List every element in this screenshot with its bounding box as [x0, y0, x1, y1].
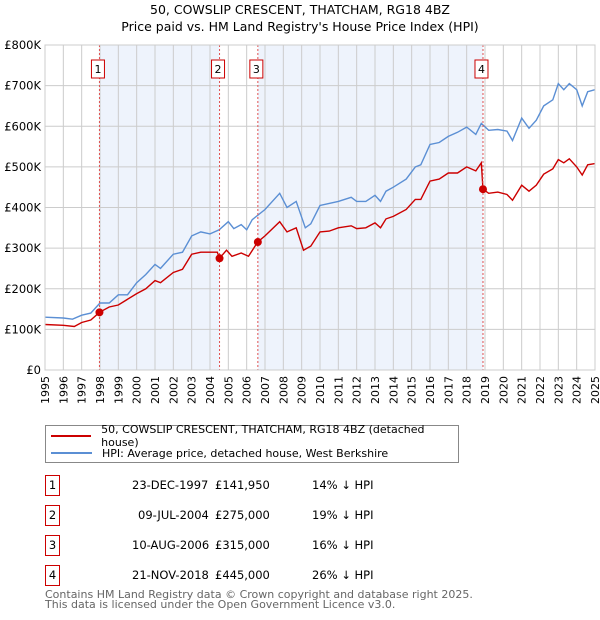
x-tick-label: 2010	[314, 376, 327, 404]
plot-border	[44, 44, 596, 371]
hpi-line	[44, 82, 596, 320]
sale-price: £141,950	[215, 478, 270, 492]
sale-number-badge: 4	[45, 565, 60, 586]
property-price-line	[44, 157, 596, 328]
x-tick-label: 2008	[277, 376, 290, 404]
legend-label: 50, COWSLIP CRESCENT, THATCHAM, RG18 4BZ…	[101, 423, 425, 449]
y-tick-label: £200K	[4, 282, 41, 296]
x-tick-label: 2017	[442, 376, 455, 404]
legend-item-hpi: HPI: Average price, detached house, West…	[51, 445, 388, 461]
sale-label: 4	[478, 63, 485, 76]
sale-date: 21-NOV-2018	[132, 568, 209, 582]
x-tick-label: 2005	[222, 376, 235, 404]
sale-label-box	[249, 59, 264, 79]
x-tick-label: 2015	[406, 376, 419, 404]
x-tick-label: 1995	[39, 376, 52, 404]
x-tick-label: 2021	[516, 376, 529, 404]
sale-label-box	[211, 59, 226, 79]
x-tick-label: 2006	[241, 376, 254, 404]
x-tick-label: 2013	[369, 376, 382, 404]
sale-date: 10-AUG-2006	[132, 538, 210, 552]
x-tick-label: 2003	[186, 376, 199, 404]
y-tick-label: £100K	[4, 322, 41, 336]
legend-label: HPI: Average price, detached house, West…	[102, 446, 389, 460]
x-tick-label: 2012	[351, 376, 364, 404]
x-tick-label: 2000	[131, 376, 144, 404]
x-tick-label: 1996	[57, 376, 70, 404]
x-tick-label: 2011	[332, 376, 345, 404]
y-tick-label: £800K	[4, 38, 41, 52]
y-tick-label: £600K	[4, 119, 41, 133]
sale-number-badge: 1	[45, 475, 60, 496]
x-tick-label: 2022	[534, 376, 547, 404]
x-tick-label: 2004	[204, 376, 217, 404]
x-tick-label: 2025	[589, 376, 600, 404]
x-tick-label: 1999	[112, 376, 125, 404]
footer-line: Contains HM Land Registry data © Crown c…	[45, 588, 473, 601]
x-tick-label: 1998	[94, 376, 107, 404]
y-tick-label: £500K	[4, 160, 41, 174]
x-tick-label: 2024	[571, 376, 584, 404]
sale-number-badge: 3	[45, 535, 60, 556]
sale-hpi-diff: 16% ↓ HPI	[312, 538, 374, 552]
x-tick-label: 1997	[76, 376, 89, 404]
legend-swatch-blue	[51, 452, 92, 454]
sale-label: 2	[215, 63, 222, 76]
y-tick-label: £300K	[4, 241, 41, 255]
legend: 50, COWSLIP CRESCENT, THATCHAM, RG18 4BZ…	[45, 423, 459, 463]
y-tick-label: £400K	[4, 201, 41, 215]
sale-label-box	[90, 59, 105, 79]
footer: Contains HM Land Registry data © Crown c…	[45, 588, 473, 611]
sale-point	[215, 254, 224, 263]
x-tick-label: 2001	[149, 376, 162, 404]
plot-area: 1995 1996 1997 1998 1999 2000 2001 2002 2003 2004…	[4, 38, 600, 404]
x-tick-label: 2020	[497, 376, 510, 404]
footer-line: This data is licensed under the Open Gov…	[45, 598, 396, 611]
sale-point	[95, 308, 104, 317]
y-tick-label: £0	[26, 363, 41, 377]
chart-title: 50, COWSLIP CRESCENT, THATCHAM, RG18 4BZ	[150, 2, 450, 17]
sale-label-box	[474, 59, 489, 79]
x-tick-label: 2002	[167, 376, 180, 404]
sale-point	[253, 238, 262, 247]
x-tick-label: 2009	[296, 376, 309, 404]
chart-subtitle: Price paid vs. HM Land Registry's House …	[121, 19, 479, 34]
sale-price: £315,000	[215, 538, 270, 552]
x-tick-label: 2023	[552, 376, 565, 404]
sale-hpi-diff: 26% ↓ HPI	[312, 568, 374, 582]
x-tick-label: 2016	[424, 376, 437, 404]
legend-item-property: 50, COWSLIP CRESCENT, THATCHAM, RG18 4BZ…	[51, 423, 458, 449]
sale-label: 3	[253, 63, 260, 76]
x-tick-label: 2019	[479, 376, 492, 404]
sale-point	[478, 185, 487, 194]
sale-price: £275,000	[215, 508, 270, 522]
sale-number-badge: 2	[45, 505, 60, 526]
sale-hpi-diff: 19% ↓ HPI	[312, 508, 374, 522]
sale-hpi-diff: 14% ↓ HPI	[312, 478, 374, 492]
sale-price: £445,000	[215, 568, 270, 582]
y-tick-label: £700K	[4, 79, 41, 93]
x-tick-label: 2007	[259, 376, 272, 404]
sale-label: 1	[94, 63, 101, 76]
sale-date: 23-DEC-1997	[132, 478, 209, 492]
x-tick-label: 2014	[387, 376, 400, 404]
x-tick-label: 2018	[461, 376, 474, 404]
legend-swatch-red	[51, 435, 92, 437]
sale-date: 09-JUL-2004	[138, 508, 209, 522]
